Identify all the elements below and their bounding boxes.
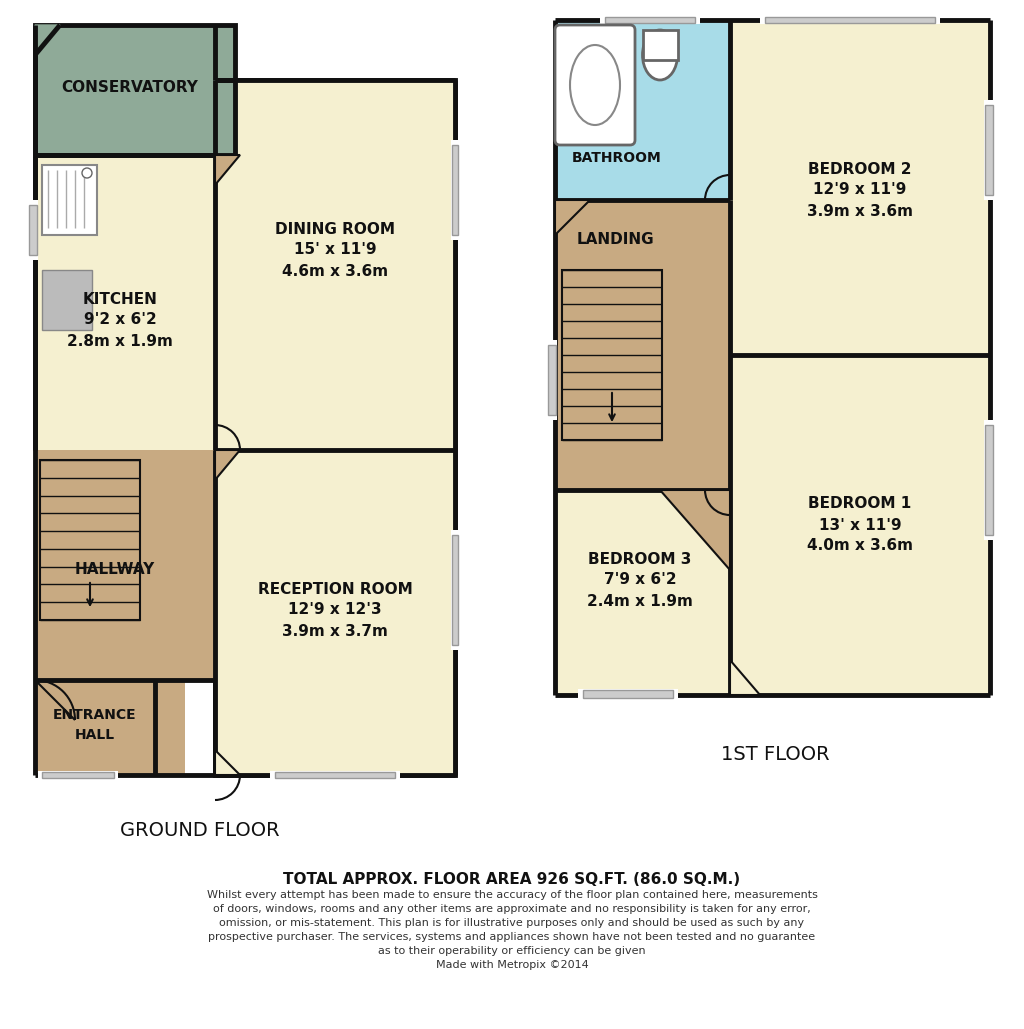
Text: 1ST FLOOR: 1ST FLOOR <box>721 745 829 765</box>
Bar <box>985 105 993 196</box>
Bar <box>451 140 459 240</box>
Polygon shape <box>35 25 60 55</box>
Bar <box>275 772 395 778</box>
Bar <box>42 165 97 235</box>
Bar <box>760 16 940 24</box>
Text: KITCHEN
9'2 x 6'2
2.8m x 1.9m: KITCHEN 9'2 x 6'2 2.8m x 1.9m <box>67 291 173 349</box>
Bar <box>730 20 990 355</box>
Polygon shape <box>35 25 234 155</box>
Bar <box>35 155 215 450</box>
Bar <box>984 420 994 540</box>
Polygon shape <box>215 450 240 480</box>
Bar <box>547 340 557 420</box>
Bar <box>40 460 140 620</box>
FancyBboxPatch shape <box>555 25 635 145</box>
Text: Whilst every attempt has been made to ensure the accuracy of the floor plan cont: Whilst every attempt has been made to en… <box>207 890 817 970</box>
Bar <box>555 200 730 490</box>
Text: BEDROOM 3
7'9 x 6'2
2.4m x 1.9m: BEDROOM 3 7'9 x 6'2 2.4m x 1.9m <box>587 552 693 608</box>
Polygon shape <box>215 155 240 185</box>
Text: CONSERVATORY: CONSERVATORY <box>61 80 199 96</box>
Text: BATHROOM: BATHROOM <box>572 151 662 165</box>
Bar <box>35 680 185 775</box>
Circle shape <box>82 168 92 178</box>
Bar <box>452 535 458 645</box>
Polygon shape <box>215 750 240 775</box>
Ellipse shape <box>642 30 678 80</box>
Text: BEDROOM 2
12'9 x 11'9
3.9m x 3.6m: BEDROOM 2 12'9 x 11'9 3.9m x 3.6m <box>807 162 913 218</box>
Bar <box>452 145 458 235</box>
Text: TOTAL APPROX. FLOOR AREA 926 SQ.FT. (86.0 SQ.M.): TOTAL APPROX. FLOOR AREA 926 SQ.FT. (86.… <box>284 873 740 887</box>
Bar <box>548 345 556 415</box>
Text: ENTRANCE
HALL: ENTRANCE HALL <box>53 708 137 742</box>
Bar <box>555 490 730 695</box>
Text: HALLWAY: HALLWAY <box>75 563 155 577</box>
Polygon shape <box>555 200 590 235</box>
Bar <box>600 16 700 24</box>
Ellipse shape <box>570 45 620 125</box>
Bar <box>583 690 673 698</box>
Text: BEDROOM 1
13' x 11'9
4.0m x 3.6m: BEDROOM 1 13' x 11'9 4.0m x 3.6m <box>807 497 913 554</box>
Bar <box>643 30 678 60</box>
Bar <box>35 450 215 680</box>
Text: GROUND FLOOR: GROUND FLOOR <box>120 820 280 840</box>
Bar <box>270 771 400 779</box>
Text: LANDING: LANDING <box>577 233 653 248</box>
Bar <box>562 270 662 440</box>
Bar <box>984 100 994 200</box>
Bar <box>765 17 935 23</box>
Bar <box>578 689 678 699</box>
Polygon shape <box>620 490 730 570</box>
Polygon shape <box>730 660 760 695</box>
Bar <box>29 205 37 255</box>
Bar <box>215 80 455 775</box>
Bar <box>28 200 38 260</box>
Bar <box>38 771 118 779</box>
Bar <box>451 530 459 650</box>
Bar <box>42 772 114 778</box>
Bar <box>985 425 993 535</box>
Bar <box>605 17 695 23</box>
Text: RECEPTION ROOM
12'9 x 12'3
3.9m x 3.7m: RECEPTION ROOM 12'9 x 12'3 3.9m x 3.7m <box>258 581 413 639</box>
Bar <box>35 25 234 155</box>
Polygon shape <box>215 80 455 775</box>
Bar <box>42 270 92 330</box>
Bar <box>730 355 990 695</box>
Text: DINING ROOM
15' x 11'9
4.6m x 3.6m: DINING ROOM 15' x 11'9 4.6m x 3.6m <box>275 221 395 279</box>
Bar <box>555 20 730 200</box>
